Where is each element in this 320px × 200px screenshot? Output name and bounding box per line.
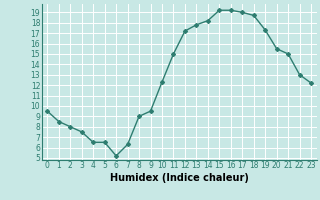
- X-axis label: Humidex (Indice chaleur): Humidex (Indice chaleur): [110, 173, 249, 183]
